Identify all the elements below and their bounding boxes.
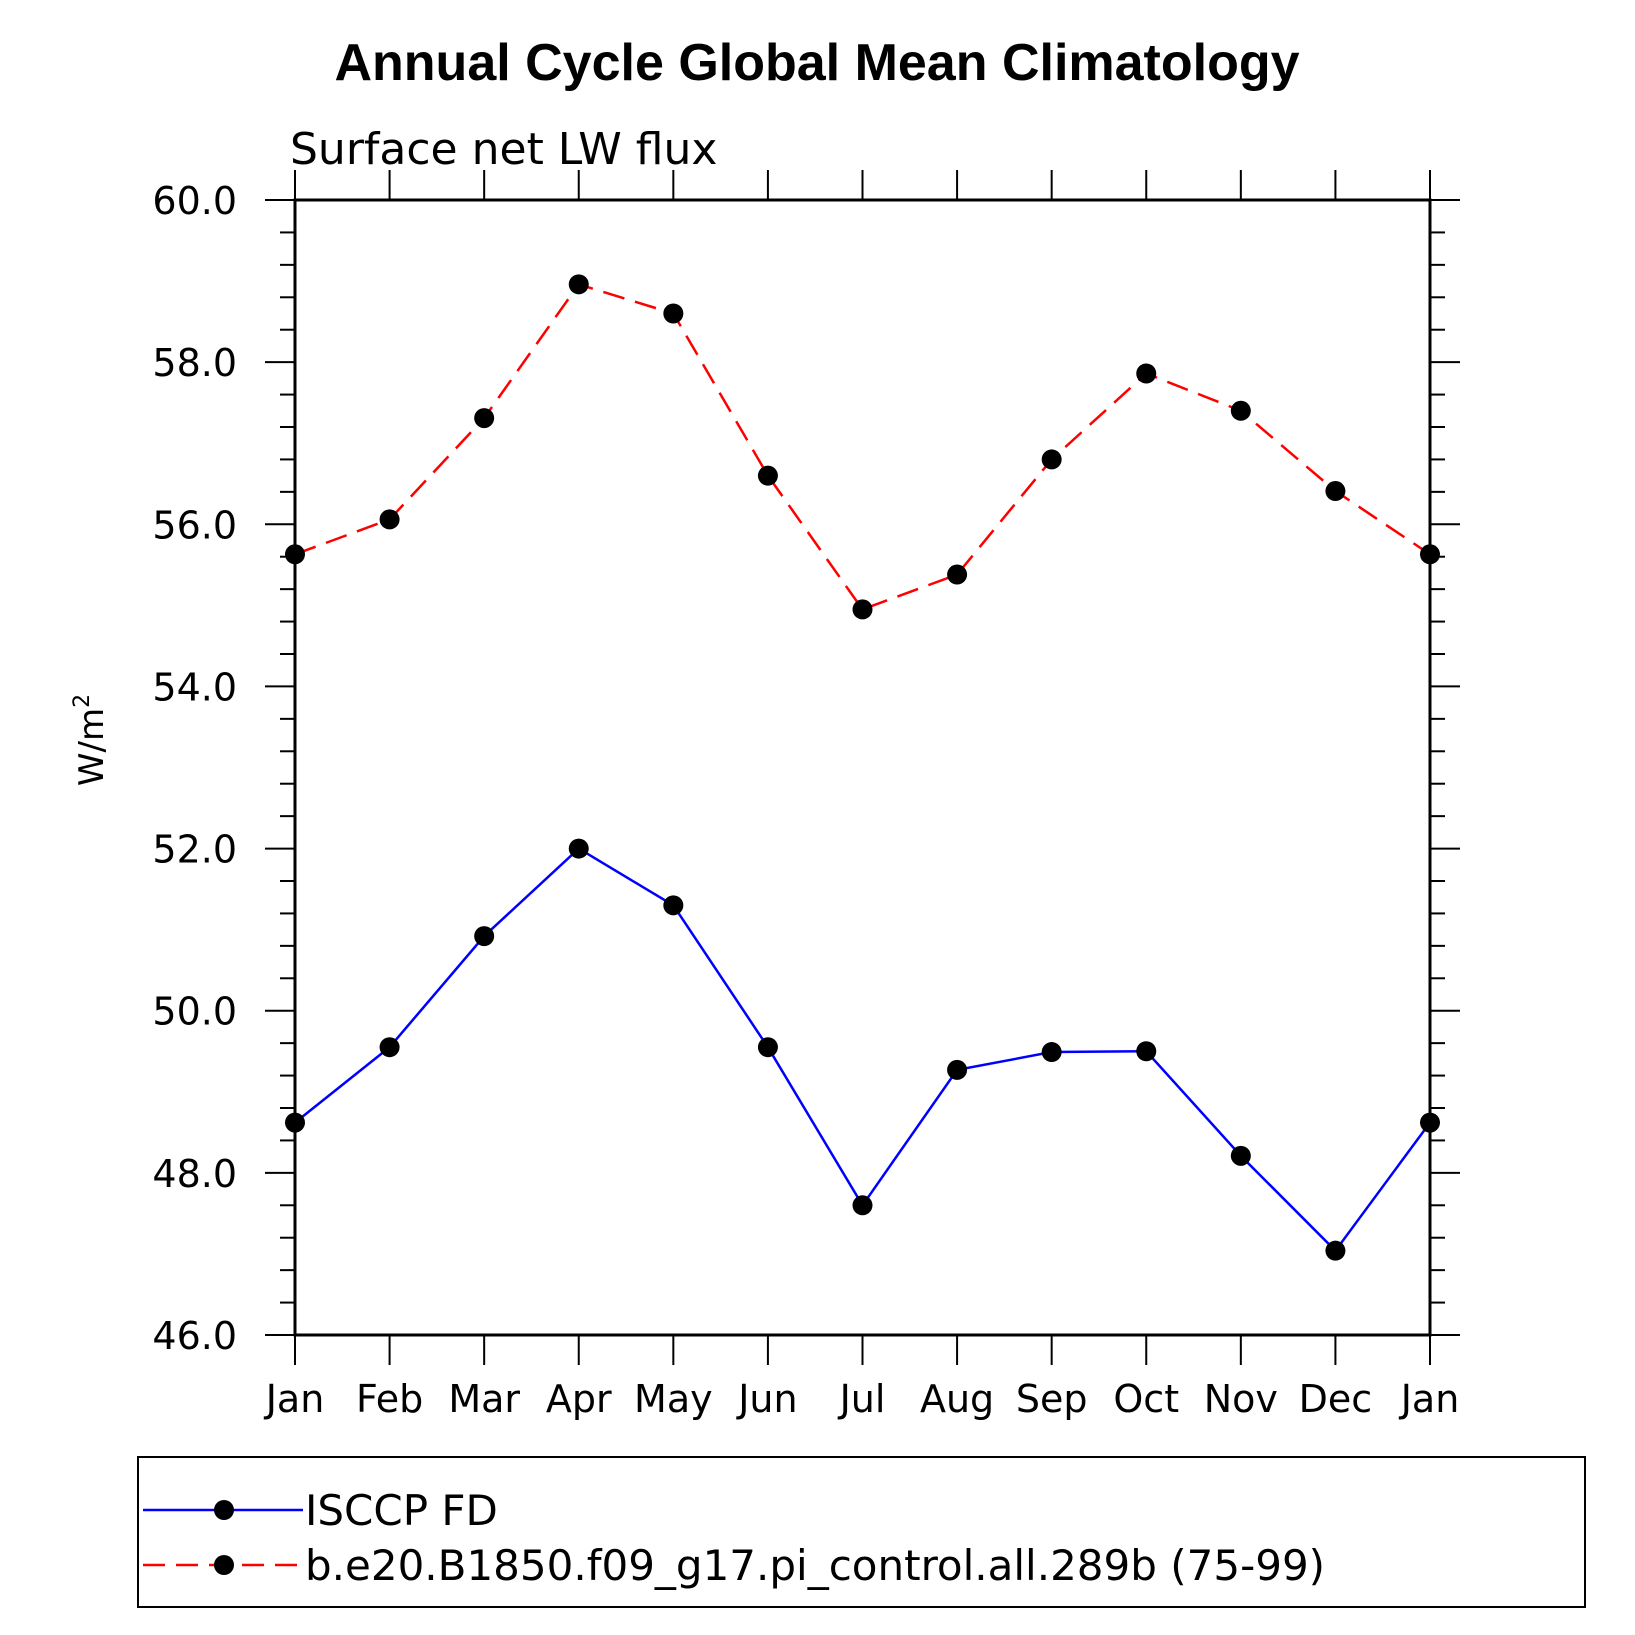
x-tick-label: Oct [1113, 1377, 1179, 1421]
data-point [663, 303, 684, 324]
legend-box [137, 1456, 1586, 1608]
chart-title: Annual Cycle Global Mean Climatology [334, 34, 1299, 92]
x-tick-label: Jun [736, 1377, 797, 1421]
legend-label: b.e20.B1850.f09_g17.pi_control.all.289b … [305, 1541, 1325, 1590]
x-tick-label: Aug [920, 1377, 994, 1421]
y-tick-label: 58.0 [152, 341, 237, 385]
data-point [1230, 400, 1251, 421]
x-tick-label: Jul [838, 1377, 886, 1421]
svg-text:W/m2: W/m2 [70, 694, 112, 786]
data-point [379, 1037, 400, 1058]
y-tick-label: 60.0 [152, 179, 237, 223]
data-point [852, 1195, 873, 1216]
legend-marker [214, 1555, 234, 1575]
data-point [852, 599, 873, 620]
x-tick-label: Mar [448, 1377, 520, 1421]
data-point [1136, 363, 1157, 384]
axes: 46.0 48.0 50.0 52.0 54.0 56.0 58.0 60.0 Jan Feb Ma… [152, 170, 1460, 1421]
series-line [294, 847, 1432, 1253]
series-layer [285, 274, 1440, 1261]
x-tick-label: Jan [264, 1377, 325, 1421]
data-point [1325, 481, 1346, 502]
x-tick-label: May [634, 1377, 713, 1421]
data-point [285, 544, 305, 565]
data-point [1420, 544, 1440, 565]
data-point [1041, 449, 1062, 470]
y-axis-label-text: W/m [72, 708, 112, 786]
x-tick-label: Dec [1299, 1377, 1373, 1421]
data-point [474, 408, 495, 429]
data-point [568, 274, 589, 295]
y-tick-label: 48.0 [152, 1152, 237, 1196]
data-point [757, 1037, 778, 1058]
data-point [1325, 1240, 1346, 1261]
legend: ISCCP FD b.e20.B1850.f09_g17.pi_control.a… [137, 1456, 1586, 1608]
y-tick-label: 50.0 [152, 990, 237, 1034]
y-tick-label: 54.0 [152, 665, 237, 709]
data-point [947, 564, 968, 585]
x-tick-label: Nov [1204, 1377, 1278, 1421]
data-point [757, 465, 778, 486]
legend-label: ISCCP FD [305, 1486, 498, 1535]
series-line [294, 282, 1431, 611]
y-tick-label: 52.0 [152, 828, 237, 872]
data-point [663, 895, 684, 916]
data-point [379, 509, 400, 530]
chart-subtitle: Surface net LW flux [290, 124, 717, 175]
data-point [1230, 1145, 1251, 1166]
y-tick-label: 56.0 [152, 503, 237, 547]
y-axis-label-superscript: 2 [70, 694, 95, 708]
x-tick-label: Feb [356, 1377, 423, 1421]
plot-frame [293, 198, 1432, 1337]
x-tick-label: Sep [1016, 1377, 1088, 1421]
data-point [285, 1112, 305, 1133]
y-axis-label: W/m2 [70, 694, 112, 786]
data-point [947, 1059, 968, 1080]
y-tick-label: 46.0 [152, 1314, 237, 1358]
x-tick-label: Apr [546, 1377, 612, 1421]
data-point [568, 838, 589, 859]
data-point [474, 926, 495, 947]
data-point [1041, 1042, 1062, 1063]
legend-marker [214, 1500, 234, 1520]
data-point [1136, 1041, 1157, 1062]
data-point [1420, 1112, 1440, 1133]
x-tick-label: Jan [1399, 1377, 1460, 1421]
